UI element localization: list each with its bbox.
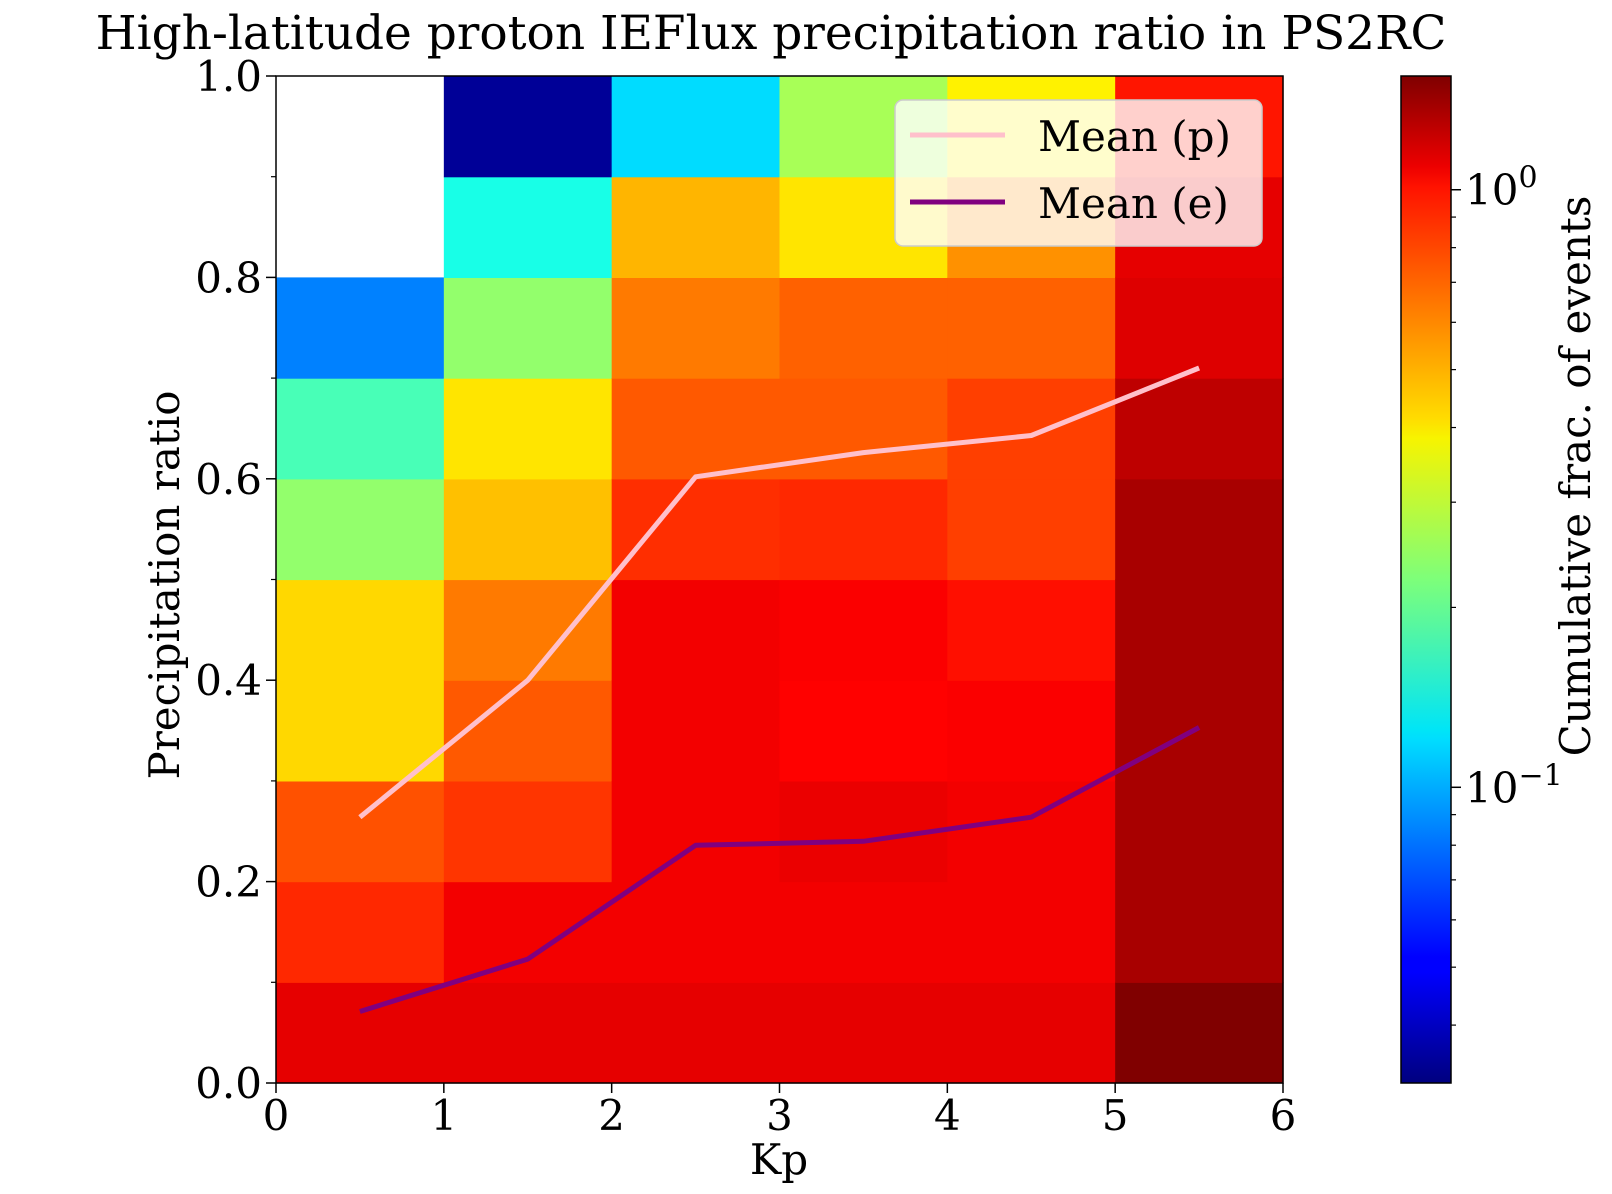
heatmap-cell — [443, 881, 613, 983]
heatmap-cell — [443, 378, 613, 480]
colorbar-label: Cumulative frac. of events — [1551, 196, 1600, 757]
heatmap-cell — [779, 982, 948, 1084]
x-axis-label: Kp — [750, 1135, 808, 1184]
x-tick-label: 1 — [430, 1091, 457, 1140]
heatmap-cell — [947, 579, 1116, 681]
heatmap-cell — [611, 478, 781, 581]
heatmap-cell — [1115, 881, 1284, 983]
heatmap-cell — [947, 478, 1116, 581]
x-tick-label: 6 — [1270, 1091, 1297, 1140]
series-line-mean-p — [358, 365, 1201, 820]
heatmap-cell — [443, 579, 613, 681]
heatmap-cell — [611, 982, 781, 1084]
heatmap-cell — [947, 780, 1116, 883]
heatmap-cell — [611, 277, 781, 379]
y-tick-label: 0.8 — [195, 253, 262, 302]
heatmap-cell — [443, 680, 613, 782]
legend: Mean (p) Mean (e) — [894, 99, 1263, 247]
heatmap-cell — [1115, 680, 1284, 782]
heatmap-cell — [1115, 277, 1284, 379]
y-tick-label: 0.4 — [195, 656, 262, 705]
heatmap-cell — [443, 176, 613, 278]
heatmap-cell — [276, 478, 445, 581]
x-tick-label: 5 — [1102, 1091, 1129, 1140]
heatmap-cell — [611, 378, 781, 480]
heatmap-cell — [1115, 378, 1284, 480]
heatmap-cells — [276, 76, 1284, 1084]
heatmap-cell — [443, 478, 613, 581]
heatmap-cell — [611, 680, 781, 782]
heatmap-cell — [276, 881, 445, 983]
heatmap-cell — [611, 579, 781, 681]
chart-title: High-latitude proton IEFlux precipitatio… — [96, 6, 1447, 61]
legend-label-mean-p: Mean (p) — [1038, 112, 1231, 161]
heatmap-cell — [276, 780, 445, 883]
y-tick-label: 1.0 — [195, 52, 262, 101]
heatmap-cell — [611, 76, 781, 178]
colorbar-ticks: 100 10−1 — [1451, 161, 1563, 1026]
heatmap-cell — [611, 176, 781, 278]
heatmap-cell — [1115, 780, 1284, 883]
heatmap-cell — [1115, 478, 1284, 581]
y-axis-label: Precipitation ratio — [140, 390, 189, 779]
heatmap-cell — [779, 378, 948, 480]
x-tick-label: 0 — [263, 1091, 290, 1140]
x-axis: 0 1 2 3 4 5 6 — [263, 1083, 1297, 1140]
heatmap-cell — [947, 378, 1116, 480]
heatmap-cell — [276, 378, 445, 480]
heatmap-cell — [611, 881, 781, 983]
colorbar-tick-label: 100 — [1465, 161, 1538, 215]
heatmap-cell — [611, 780, 781, 883]
heatmap-cell — [276, 579, 445, 681]
heatmap-cell — [276, 277, 445, 379]
legend-label-mean-e: Mean (e) — [1038, 179, 1229, 228]
y-tick-label: 0.0 — [195, 1059, 262, 1108]
heatmap-cell — [947, 982, 1116, 1084]
heatmap-cell — [779, 478, 948, 581]
heatmap-cell — [1115, 982, 1284, 1084]
x-tick-label: 4 — [934, 1091, 961, 1140]
colorbar: 100 10−1 Cumulative frac. of events — [1400, 75, 1600, 1084]
heatmap-cell — [443, 76, 613, 178]
heatmap-cell — [947, 680, 1116, 782]
colorbar-gradient — [1400, 75, 1452, 1084]
y-tick-label: 0.2 — [195, 858, 262, 907]
series-line-mean-e — [359, 725, 1201, 1014]
x-tick-label: 2 — [598, 1091, 625, 1140]
heatmap-cell — [779, 579, 948, 681]
heatmap-cell — [443, 982, 613, 1084]
heatmap-cell — [443, 277, 613, 379]
heatmap-cell — [779, 881, 948, 983]
heatmap-cell — [276, 982, 445, 1084]
heatmap-cell — [947, 277, 1116, 379]
heatmap-cell — [779, 680, 948, 782]
mean-lines — [358, 365, 1201, 1014]
heatmap-cell — [947, 881, 1116, 983]
colorbar-tick-label: 10−1 — [1465, 758, 1563, 812]
y-tick-label: 0.6 — [195, 455, 262, 504]
y-axis: 0.0 0.2 0.4 0.6 0.8 1.0 — [195, 52, 276, 1108]
heatmap-cell — [443, 780, 613, 883]
heatmap-cell — [779, 277, 948, 379]
heatmap-cell — [1115, 579, 1284, 681]
x-tick-label: 3 — [766, 1091, 793, 1140]
heatmap-cell — [276, 680, 445, 782]
